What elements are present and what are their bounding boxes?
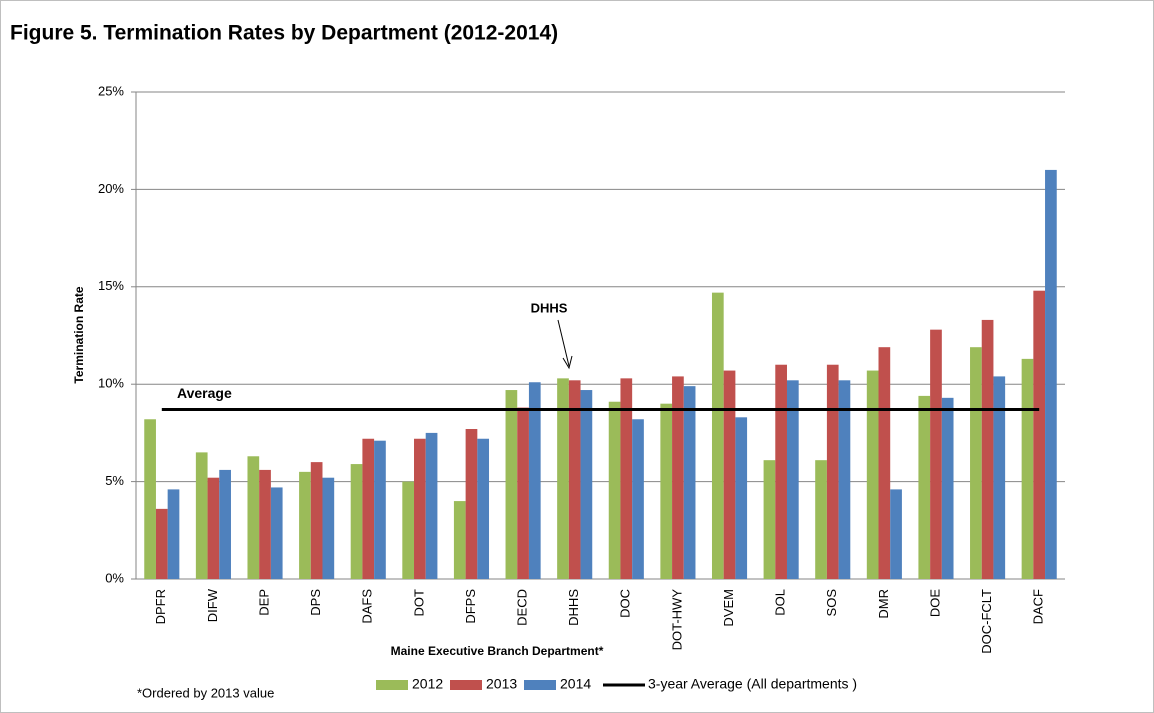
bar — [477, 438, 490, 579]
bar — [826, 364, 839, 579]
bar — [608, 401, 621, 579]
bar — [981, 319, 994, 579]
x-tick-label: DOE — [927, 589, 942, 618]
bar — [350, 464, 363, 579]
legend-label: 3-year Average (All departments ) — [648, 676, 857, 692]
x-tick-label: DAFS — [360, 589, 375, 624]
bar — [632, 419, 644, 579]
legend-swatch — [524, 680, 556, 690]
y-tick-label: 25% — [98, 83, 124, 98]
bar — [167, 489, 180, 579]
bar — [207, 477, 220, 579]
x-tick-label: DVEM — [721, 589, 736, 627]
y-tick-label: 5% — [105, 473, 124, 488]
bar — [195, 452, 208, 579]
x-tick-label: DOT-HWY — [669, 589, 684, 651]
x-tick-label: DMR — [876, 589, 891, 619]
bar — [918, 395, 931, 579]
bar — [247, 456, 260, 579]
bar — [1033, 290, 1046, 579]
x-tick-label: SOS — [824, 589, 839, 617]
x-tick-label: DPFR — [153, 589, 168, 624]
bar — [528, 382, 541, 579]
bar — [711, 292, 724, 579]
bar — [1045, 169, 1057, 580]
bar — [735, 417, 748, 579]
x-tick-label: DFPS — [463, 589, 478, 624]
bar — [517, 407, 529, 579]
bar — [505, 390, 518, 579]
bar — [970, 347, 982, 579]
x-axis-label: Maine Executive Branch Department* — [391, 644, 604, 658]
bar — [660, 403, 673, 579]
bar — [465, 429, 478, 579]
bar — [453, 501, 466, 579]
annotation: DHHS — [531, 300, 568, 315]
average-label: Average — [177, 385, 232, 401]
x-tick-label: DOT — [411, 589, 426, 617]
bar — [155, 508, 168, 579]
x-tick-label: DPS — [308, 589, 323, 616]
y-tick-label: 10% — [98, 376, 124, 391]
bar — [672, 376, 684, 579]
bar — [374, 440, 386, 579]
y-tick-label: 20% — [98, 181, 124, 196]
y-axis-label: Termination Rate — [72, 286, 86, 383]
bar — [930, 329, 942, 579]
bar — [763, 460, 776, 579]
x-tick-label: DHHS — [566, 589, 581, 626]
chart-title: Figure 5. Termination Rates by Departmen… — [10, 22, 558, 45]
bar — [1021, 358, 1034, 579]
bar — [878, 347, 891, 579]
bar — [815, 460, 827, 579]
bar — [941, 397, 954, 579]
bar — [866, 370, 879, 579]
x-tick-label: DOC-FCLT — [979, 589, 994, 654]
bar — [414, 438, 426, 579]
x-tick-label: DACF — [1031, 589, 1046, 624]
y-tick-label: 15% — [98, 278, 124, 293]
bar — [310, 462, 323, 579]
bar — [890, 489, 902, 579]
x-tick-label: DECD — [515, 589, 530, 626]
footnote: *Ordered by 2013 value — [137, 685, 274, 700]
x-tick-label: DEP — [256, 589, 271, 616]
bar — [219, 469, 231, 579]
legend-swatch — [450, 680, 482, 690]
bar — [786, 380, 799, 579]
bar — [838, 380, 851, 579]
annotation-arrow — [557, 319, 570, 367]
legend-swatch — [376, 680, 408, 690]
bar — [402, 481, 415, 579]
bar — [723, 370, 736, 579]
x-tick-label: DOL — [773, 589, 788, 616]
x-tick-label: DIFW — [205, 588, 220, 622]
bar — [362, 438, 375, 579]
bar — [568, 380, 581, 579]
bar — [683, 386, 696, 579]
x-tick-label: DOC — [618, 589, 633, 618]
bar — [259, 469, 271, 579]
annotation-arrowhead — [562, 355, 573, 370]
bar — [775, 364, 787, 579]
bar — [580, 390, 593, 579]
bar — [144, 419, 156, 579]
bar — [620, 378, 633, 579]
bar — [557, 378, 569, 579]
bar — [425, 432, 438, 579]
bar — [322, 477, 335, 579]
bar — [299, 471, 311, 579]
legend-label: 2014 — [560, 676, 591, 692]
y-tick-label: 0% — [105, 570, 124, 585]
bar — [993, 376, 1006, 579]
legend-label: 2013 — [486, 676, 517, 692]
legend-label: 2012 — [412, 676, 443, 692]
bar — [270, 487, 283, 579]
